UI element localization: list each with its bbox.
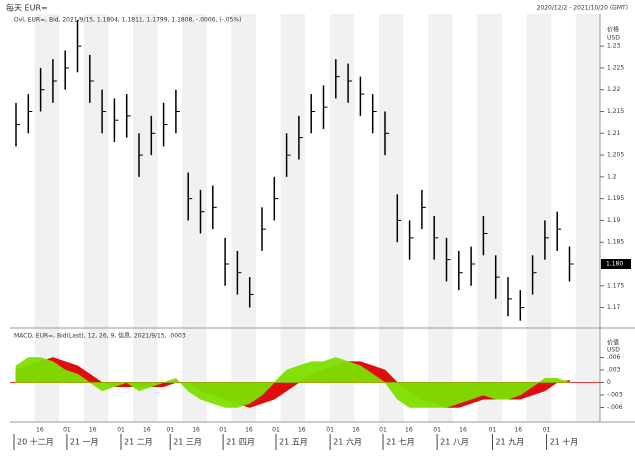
- date-range: 2020/12/2 - 2021/10/20 (GMT): [537, 5, 628, 12]
- price-axis-unit: USD: [607, 35, 620, 42]
- y-tick-label: 1.2: [607, 173, 617, 180]
- day-label: 16: [36, 427, 44, 434]
- day-label: 01: [166, 427, 174, 434]
- day-label: 01: [117, 427, 125, 434]
- y-tick-label: 1.215: [607, 108, 624, 115]
- month-label: 21 七月: [386, 438, 415, 447]
- y-tick-label: .006: [607, 354, 621, 361]
- week-band: [477, 14, 502, 422]
- day-label: 01: [543, 427, 551, 434]
- month-label: 21 八月: [440, 438, 469, 447]
- month-label: 21 一月: [70, 438, 99, 447]
- y-tick-label: 1.185: [607, 239, 624, 246]
- day-label: 16: [459, 427, 467, 434]
- day-label: 01: [489, 427, 497, 434]
- month-label: 21 六月: [333, 437, 362, 447]
- week-band: [428, 14, 453, 422]
- week-band: [182, 14, 207, 422]
- macd-axis-title: 价值: [607, 339, 619, 347]
- week-band: [280, 14, 306, 422]
- macd-axis-unit: USD: [607, 347, 620, 354]
- week-band: [526, 14, 552, 422]
- day-label: 16: [514, 427, 522, 434]
- day-label: 01: [63, 427, 71, 434]
- week-band: [34, 14, 60, 422]
- last-price-box: [601, 259, 631, 269]
- week-band: [379, 14, 404, 422]
- macd-area: [15, 357, 570, 408]
- day-label: 16: [405, 427, 413, 434]
- day-label: 01: [433, 427, 441, 434]
- month-label: 21 二月: [124, 438, 153, 447]
- y-tick-label: .003: [607, 367, 621, 374]
- last-price: 1.180: [606, 261, 623, 268]
- day-label: 01: [219, 427, 227, 434]
- price-legend: Ovl, EUR=, Bid, 2021/9/15, 1.1804, 1.181…: [14, 17, 241, 24]
- month-label: 21 九月: [495, 438, 524, 447]
- macd-legend: MACD, EUR=, Bid(Last), 12, 26, 9, 信息, 20…: [14, 332, 186, 340]
- week-band: [133, 14, 158, 422]
- y-tick-label: 1.17: [607, 304, 621, 311]
- y-tick-label: -.003: [607, 392, 623, 399]
- day-label: 16: [192, 427, 200, 434]
- day-label: 01: [272, 427, 280, 434]
- day-label: 16: [245, 427, 253, 434]
- day-label: 16: [143, 427, 151, 434]
- month-label: 21 三月: [173, 438, 202, 447]
- price-axis-title: 价格: [607, 26, 619, 34]
- day-label: 16: [89, 427, 97, 434]
- y-tick-label: 1.23: [607, 43, 621, 50]
- y-tick-label: 1.19: [607, 217, 621, 224]
- y-tick-label: 1.195: [607, 195, 624, 202]
- y-tick-label: 1.205: [607, 152, 624, 159]
- window-title: 每天 EUR=: [6, 3, 48, 13]
- day-label: 16: [352, 427, 360, 434]
- y-tick-label: 0: [607, 379, 611, 386]
- month-label: 21 四月: [226, 438, 255, 447]
- month-label: 21 五月: [279, 438, 308, 447]
- week-band: [83, 14, 109, 422]
- y-tick-label: 1.175: [607, 282, 624, 289]
- y-tick-label: 1.22: [607, 86, 621, 93]
- week-band: [575, 14, 601, 422]
- month-label: 20 十二月: [17, 437, 54, 447]
- day-label: 01: [379, 427, 387, 434]
- y-tick-label: -.006: [607, 404, 623, 411]
- y-tick-label: 1.21: [607, 130, 621, 137]
- week-band: [231, 14, 256, 422]
- day-label: 16: [298, 427, 306, 434]
- week-band: [329, 14, 355, 422]
- month-label: 21 十月: [550, 437, 579, 447]
- day-label: 01: [326, 427, 334, 434]
- y-tick-label: 1.225: [607, 64, 624, 71]
